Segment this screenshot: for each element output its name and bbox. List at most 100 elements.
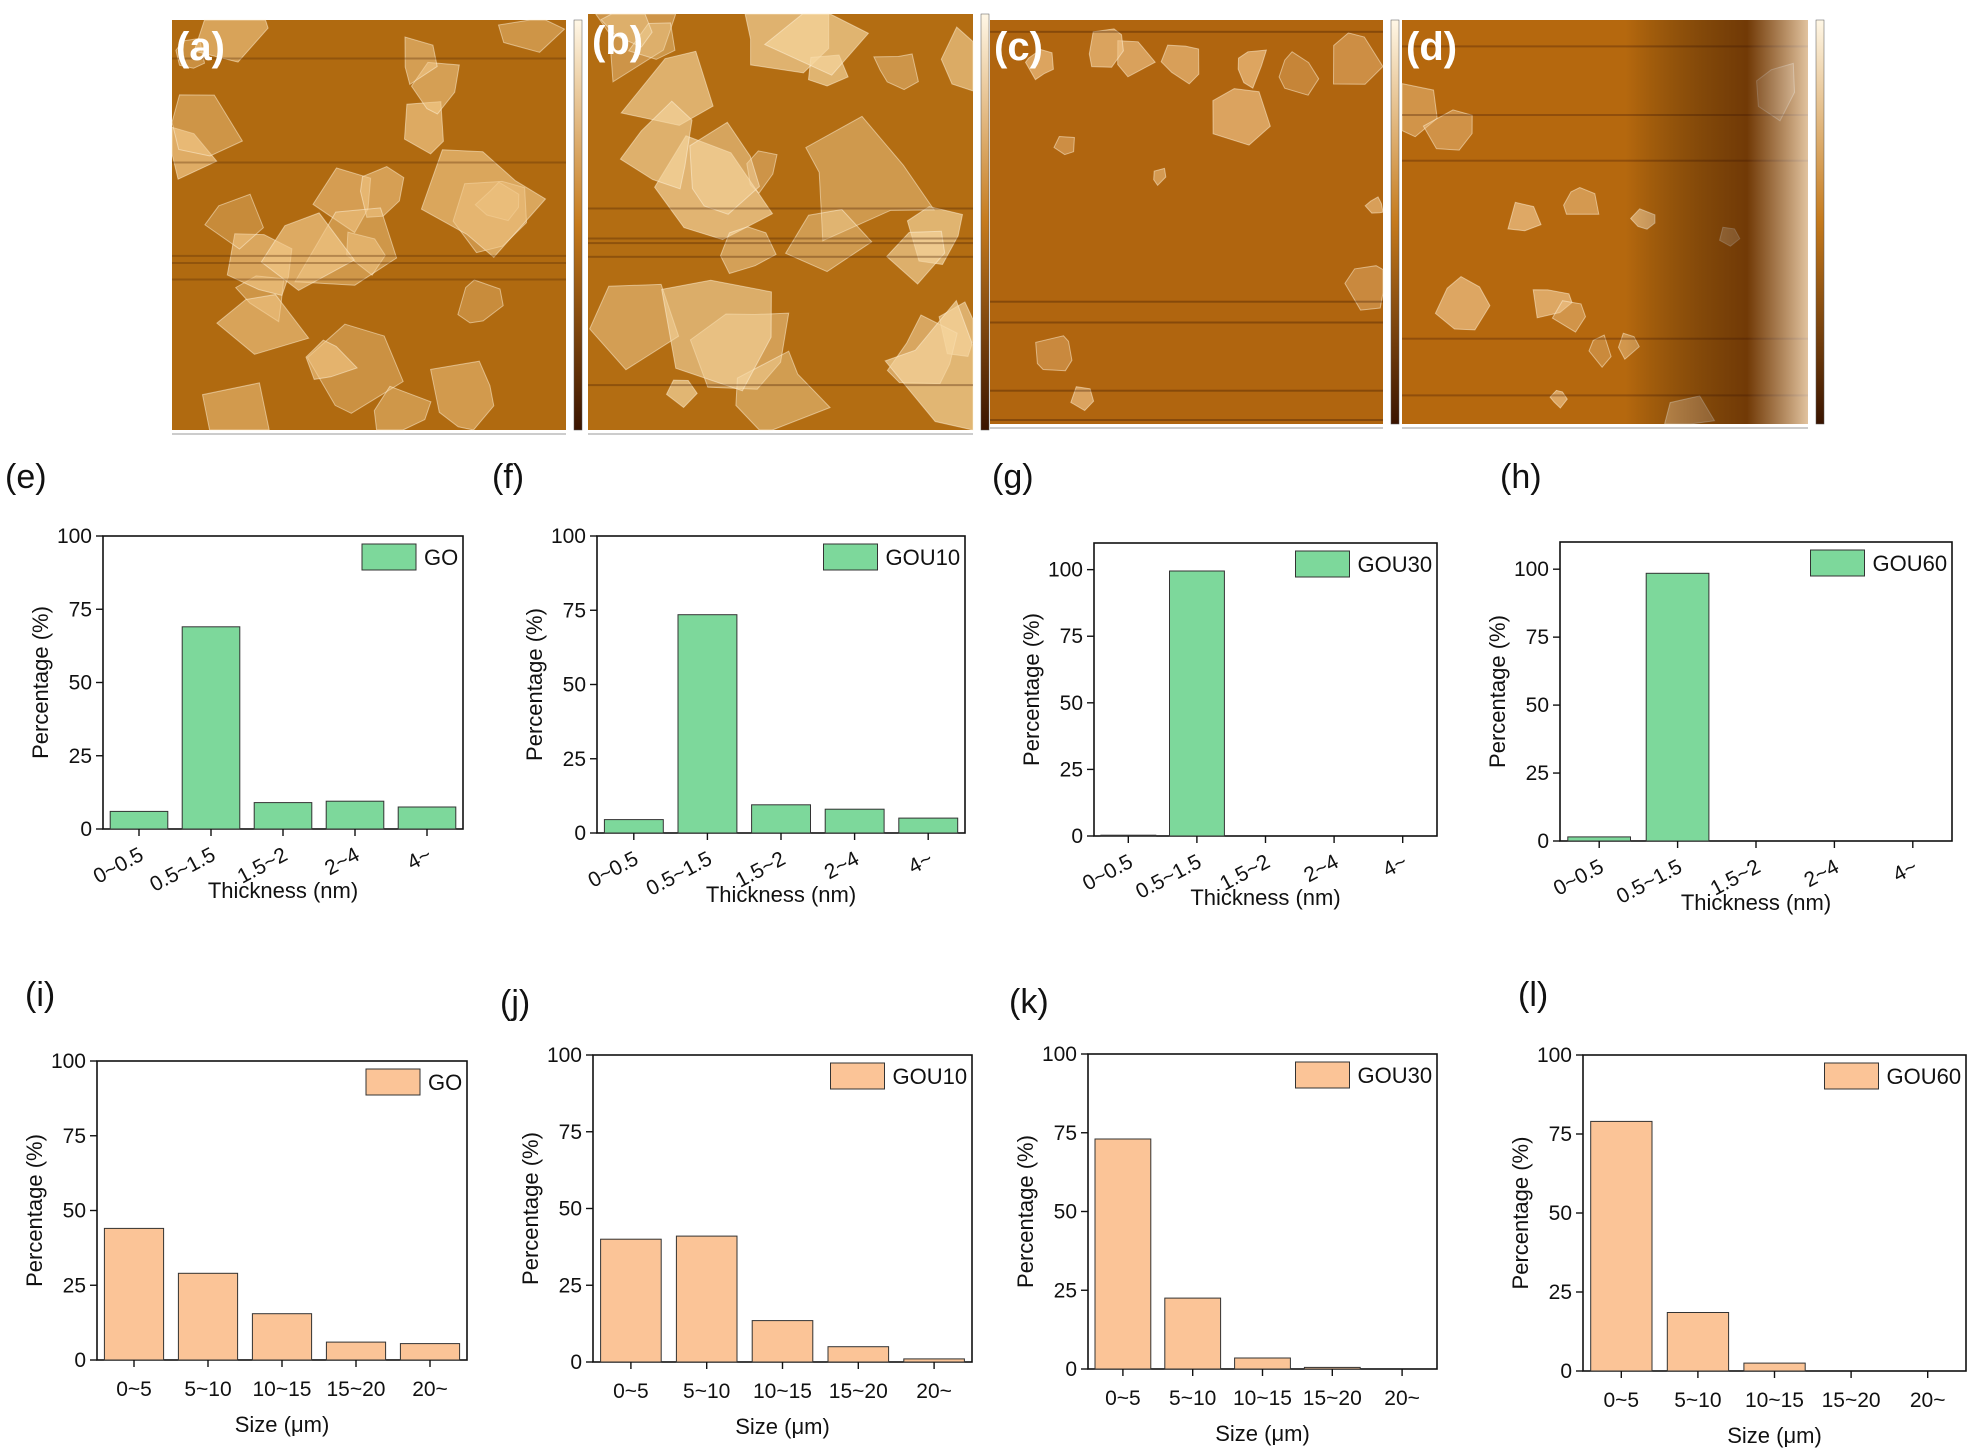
x-tick-label: 20~ [1910, 1389, 1946, 1412]
afm-flake [805, 115, 936, 242]
y-tick-label: 0 [1537, 830, 1549, 853]
bar-5~10 [675, 1235, 738, 1363]
afm-flake [763, 13, 870, 76]
bar-0~0.5 [1100, 834, 1157, 837]
bar-5~10 [1164, 1297, 1222, 1370]
afm-flake [359, 166, 405, 218]
afm-flake [689, 121, 761, 215]
chart-panel: (i) 0 25 50 75 100 0~5 5~10 10~15 15~20 20~ Size (μ… [22, 976, 468, 1437]
panel-label: (l) [1518, 976, 1548, 1014]
height-colorbar [1815, 19, 1825, 425]
legend-label: GOU60 [1887, 1064, 1962, 1089]
height-colorbar [980, 13, 990, 431]
x-axis-title: Size (μm) [1215, 1421, 1310, 1446]
x-tick-label: 10~15 [753, 1380, 812, 1403]
legend-swatch [823, 543, 878, 571]
x-axis-title: Size (μm) [235, 1412, 330, 1437]
bar-4~ [898, 817, 959, 834]
bar-0~5 [1590, 1120, 1653, 1372]
afm-flake [171, 94, 244, 157]
afm-flake [885, 230, 946, 285]
afm-shading [1402, 20, 1808, 424]
x-tick-label: 0~0.5 [1550, 855, 1608, 900]
x-axis-title: Thickness (nm) [706, 882, 856, 907]
panel-label: (k) [1009, 983, 1049, 1021]
x-tick-label: 4~ [1379, 850, 1411, 882]
legend-swatch [1295, 550, 1350, 578]
x-tick-label: 5~10 [184, 1378, 231, 1401]
afm-flake [1153, 167, 1167, 187]
y-tick-label: 50 [559, 1198, 582, 1221]
scan-line [588, 237, 973, 240]
y-tick-label: 75 [559, 1121, 582, 1144]
bar-4~ [397, 806, 457, 830]
afm-images: (a) (b) (c) (d) [171, 13, 1825, 435]
legend-swatch [1295, 1061, 1350, 1089]
y-tick-label: 25 [1526, 762, 1549, 785]
x-tick-label: 0~0.5 [584, 847, 642, 892]
scan-line [172, 262, 566, 264]
x-tick-label: 4~ [1889, 855, 1921, 887]
afm-panel-label: (a) [176, 25, 225, 69]
afm-flake [420, 149, 547, 258]
afm-flake [627, 22, 676, 60]
afm-panel: (c) [990, 19, 1400, 429]
legend-label: GOU60 [1873, 551, 1948, 576]
bar-0~5 [600, 1238, 662, 1363]
y-tick-label: 25 [1549, 1281, 1572, 1304]
afm-flake [346, 231, 386, 276]
y-tick-label: 75 [1526, 626, 1549, 649]
bar-20~ [903, 1358, 965, 1363]
afm-flake [260, 212, 356, 291]
x-axis-title: Thickness (nm) [208, 878, 358, 903]
afm-flake [1212, 88, 1271, 146]
y-tick-label: 100 [551, 525, 586, 548]
x-tick-label: 0.5~1.5 [1613, 855, 1686, 908]
afm-flake [719, 226, 777, 275]
afm-flakes [171, 19, 566, 431]
y-tick-label: 50 [63, 1200, 86, 1223]
scan-line [172, 57, 566, 60]
scan-line [990, 419, 1383, 421]
y-axis-title: Percentage (%) [28, 606, 53, 759]
x-axis-title: Thickness (nm) [1190, 885, 1340, 910]
legend-label: GOU30 [1358, 552, 1433, 577]
x-tick-label: 15~20 [1822, 1389, 1881, 1412]
afm-flake [430, 360, 495, 431]
y-tick-label: 75 [69, 598, 92, 621]
y-tick-label: 25 [63, 1274, 86, 1297]
legend-label: GOU10 [893, 1064, 968, 1089]
afm-flake [940, 26, 974, 92]
chart-panel: (j) 0 25 50 75 100 0~5 5~10 10~15 15~20 20~ Size (μ… [500, 984, 973, 1439]
x-tick-label: 20~ [1384, 1387, 1420, 1410]
afm-panel-label: (c) [994, 25, 1043, 69]
scan-line [588, 207, 973, 210]
bar-1.5~2 [253, 802, 313, 830]
bar-15~20 [1303, 1366, 1361, 1370]
x-tick-label: 10~15 [253, 1378, 312, 1401]
panel-label: (h) [1500, 458, 1542, 496]
afm-flake [1035, 335, 1073, 372]
y-tick-label: 0 [1065, 1358, 1077, 1381]
y-tick-label: 50 [69, 672, 92, 695]
bar-2~4 [325, 800, 385, 830]
bar-0~5 [1094, 1138, 1152, 1370]
x-axis-title: Size (μm) [1727, 1423, 1822, 1448]
y-tick-label: 75 [563, 599, 586, 622]
x-tick-label: 0~5 [1105, 1387, 1141, 1410]
afm-flake [735, 350, 831, 431]
afm-flake [665, 379, 698, 409]
afm-flake [201, 382, 270, 431]
afm-flake [873, 53, 919, 91]
y-tick-label: 25 [559, 1274, 582, 1297]
afm-flake [1024, 48, 1054, 81]
scan-line [172, 254, 566, 257]
y-axis-title: Percentage (%) [1508, 1137, 1533, 1290]
scan-line [588, 384, 973, 387]
scan-line [588, 255, 973, 258]
afm-flake [1364, 196, 1384, 214]
scan-line [990, 300, 1383, 303]
panel-label: (e) [5, 458, 47, 496]
